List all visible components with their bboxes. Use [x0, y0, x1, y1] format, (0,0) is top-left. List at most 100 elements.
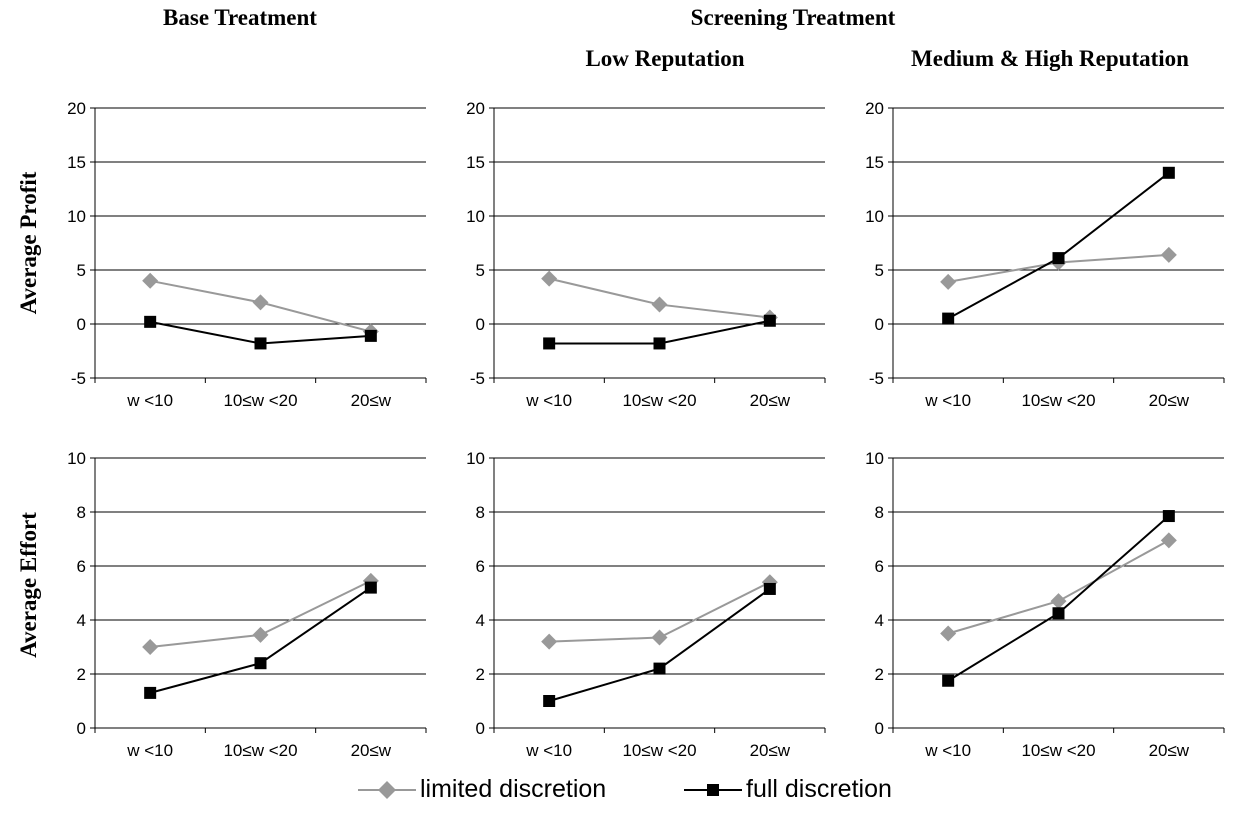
data-point-limited: [142, 272, 159, 289]
data-point-limited: [940, 273, 957, 290]
y-tick-label: 4: [875, 611, 884, 630]
legend-label-full: full discretion: [746, 775, 892, 803]
data-point-limited: [651, 629, 668, 646]
data-point-full: [763, 314, 776, 327]
y-tick-label: 20: [865, 99, 884, 118]
data-point-full: [364, 329, 377, 342]
x-tick-label: 10≤w <20: [622, 741, 696, 760]
data-point-full: [364, 581, 377, 594]
x-tick-label: w <10: [126, 741, 173, 760]
chart-panel-1: -5 0 5 10 15 20 w <10 10≤w <20 20≤w: [67, 99, 427, 410]
header-screening-treatment: Screening Treatment: [690, 5, 896, 30]
x-tick-label: 20≤w: [351, 741, 392, 760]
legend-marker-full: [684, 783, 742, 796]
x-tick-label: 20≤w: [750, 391, 791, 410]
y-tick-label: 20: [466, 99, 485, 118]
data-point-limited: [940, 625, 957, 642]
y-tick-label: 0: [77, 719, 86, 738]
y-tick-label: 2: [875, 665, 884, 684]
data-point-limited: [142, 639, 159, 655]
y-tick-label: 0: [875, 315, 884, 334]
data-point-full: [763, 582, 776, 595]
y-tick-label: 0: [77, 315, 86, 334]
data-point-full: [1162, 166, 1175, 179]
y-tick-label: 5: [476, 261, 485, 280]
y-tick-label: 0: [875, 719, 884, 738]
data-point-limited: [252, 626, 269, 643]
x-tick-label: 20≤w: [351, 391, 392, 410]
legend: limited discretion full discretion: [0, 775, 1236, 815]
y-tick-label: 10: [865, 449, 884, 468]
y-tick-label: 15: [865, 153, 884, 172]
data-point-full: [543, 695, 556, 707]
y-tick-label: 6: [77, 557, 86, 576]
y-tick-label: -5: [869, 369, 884, 388]
y-tick-label: 8: [77, 503, 86, 522]
data-point-full: [653, 662, 666, 675]
x-tick-label: 20≤w: [750, 741, 791, 760]
header-medium-high-reputation: Medium & High Reputation: [911, 46, 1189, 71]
chart-panel-2: -5 0 5 10 15 20 w <10 10≤w <20 20≤w: [466, 99, 826, 410]
y-tick-label: 15: [466, 153, 485, 172]
data-point-full: [144, 686, 157, 699]
x-tick-label: w <10: [924, 741, 971, 760]
series-line-full: [947, 172, 1170, 320]
legend-item-full: full discretion: [684, 775, 892, 804]
data-point-full: [144, 315, 157, 328]
data-point-full: [1052, 607, 1065, 620]
chart-panel-4: 0 2 4 6 8 10 w <10 10≤w <20 20≤w: [67, 449, 427, 760]
y-tick-label: -5: [71, 369, 86, 388]
legend-item-limited: limited discretion: [358, 775, 606, 804]
y-tick-label: 10: [466, 207, 485, 226]
x-tick-label: w <10: [126, 391, 173, 410]
y-tick-label: 4: [77, 611, 86, 630]
y-tick-label: 2: [476, 665, 485, 684]
y-tick-label: 10: [865, 207, 884, 226]
y-tick-label: -5: [470, 369, 485, 388]
legend-marker-limited: [358, 780, 416, 799]
x-tick-label: w <10: [525, 741, 572, 760]
chart-panel-3: -5 0 5 10 15 20 w <10 10≤w <20 20≤w: [865, 99, 1225, 410]
data-point-full: [942, 674, 955, 687]
data-point-full: [254, 657, 267, 670]
data-point-full: [1162, 510, 1175, 523]
y-tick-label: 10: [67, 207, 86, 226]
header-low-reputation: Low Reputation: [585, 46, 745, 71]
data-point-limited: [541, 633, 558, 650]
chart-panel-6: 0 2 4 6 8 10 w <10 10≤w <20 20≤w: [865, 449, 1225, 760]
x-tick-label: w <10: [924, 391, 971, 410]
data-point-limited: [541, 270, 558, 287]
y-tick-label: 4: [476, 611, 485, 630]
y-tick-label: 5: [875, 261, 884, 280]
y-tick-label: 8: [476, 503, 485, 522]
x-tick-label: w <10: [525, 391, 572, 410]
y-tick-label: 0: [476, 315, 485, 334]
data-point-full: [543, 337, 556, 350]
x-tick-label: 20≤w: [1149, 741, 1190, 760]
legend-label-limited: limited discretion: [420, 775, 607, 803]
data-point-full: [254, 337, 267, 350]
data-point-full: [942, 312, 955, 325]
data-point-limited: [1160, 246, 1177, 263]
y-tick-label: 0: [476, 719, 485, 738]
x-tick-label: 10≤w <20: [622, 391, 696, 410]
y-tick-label: 10: [67, 449, 86, 468]
y-tick-label: 15: [67, 153, 86, 172]
data-point-limited: [252, 294, 269, 311]
chart-panel-5: 0 2 4 6 8 10 w <10 10≤w <20 20≤w: [466, 449, 826, 760]
y-tick-label: 2: [77, 665, 86, 684]
data-point-limited: [1050, 593, 1067, 610]
data-point-full: [1052, 252, 1065, 265]
x-tick-label: 10≤w <20: [1021, 391, 1095, 410]
data-point-limited: [1160, 532, 1177, 549]
data-point-limited: [651, 296, 668, 313]
x-tick-label: 10≤w <20: [223, 741, 297, 760]
x-tick-label: 10≤w <20: [223, 391, 297, 410]
x-tick-label: 10≤w <20: [1021, 741, 1095, 760]
data-point-full: [653, 337, 666, 350]
y-tick-label: 6: [875, 557, 884, 576]
header-base-treatment: Base Treatment: [163, 5, 317, 30]
x-tick-label: 20≤w: [1149, 391, 1190, 410]
y-tick-label: 10: [466, 449, 485, 468]
